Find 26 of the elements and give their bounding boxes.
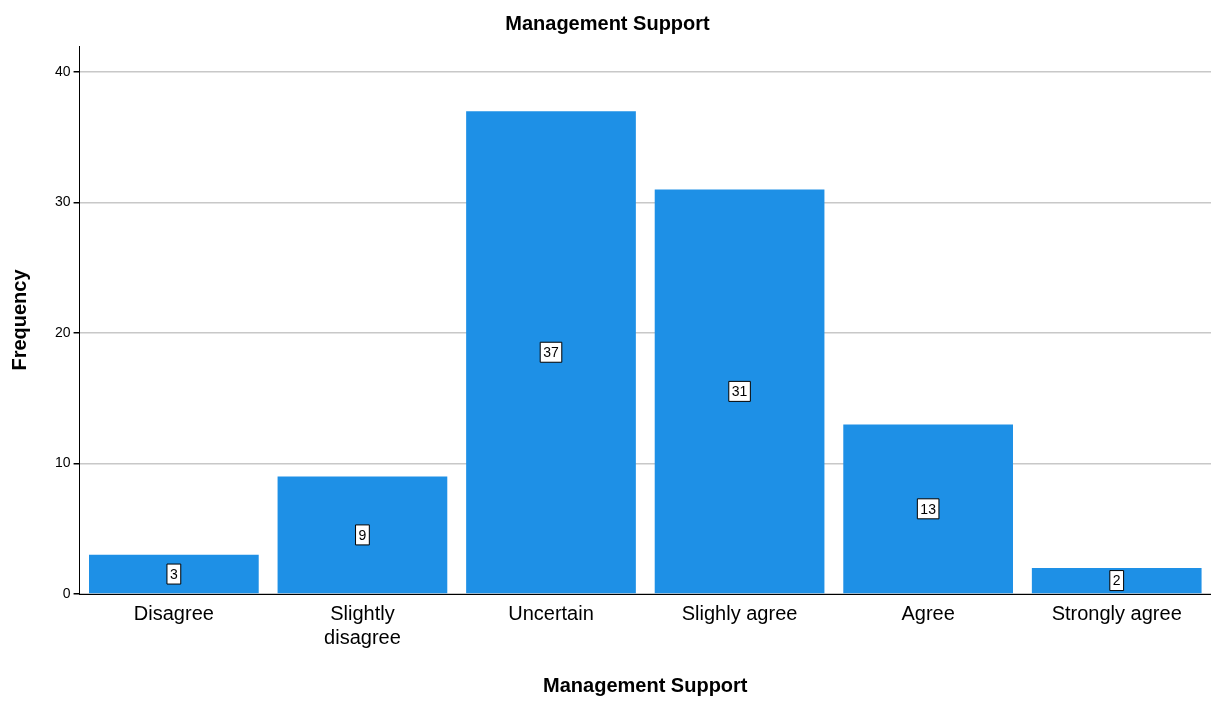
y-tick-label: 0 (62, 584, 71, 601)
x-tick-label: Slighly agree (681, 601, 798, 624)
y-tick-label: 10 (54, 454, 71, 471)
data-label: 2 (1112, 572, 1121, 589)
x-axis-title: Management Support (543, 673, 748, 696)
chart-title: Management Support (505, 11, 711, 34)
data-label: 31 (731, 383, 748, 400)
bar (466, 111, 636, 594)
x-tick-label: Strongly agree (1051, 601, 1182, 624)
data-label: 37 (543, 344, 559, 361)
x-tick-label: Disagree (133, 601, 214, 624)
x-tick-label: Agree (901, 601, 955, 624)
bar (1031, 567, 1202, 594)
bar (843, 424, 1013, 594)
y-axis-title: Frequency (7, 268, 30, 371)
y-tick-label: 30 (54, 193, 71, 210)
y-tick-label: 40 (54, 62, 71, 79)
y-tick-label: 20 (54, 323, 71, 340)
x-tick-label: Uncertain (508, 601, 594, 624)
data-label: 9 (358, 526, 367, 543)
bar (277, 476, 448, 594)
x-tick-label: Slightly disagree (324, 601, 401, 648)
data-label: 13 (920, 500, 937, 517)
bar (89, 554, 259, 594)
bar (654, 189, 825, 594)
data-label: 3 (169, 565, 178, 582)
